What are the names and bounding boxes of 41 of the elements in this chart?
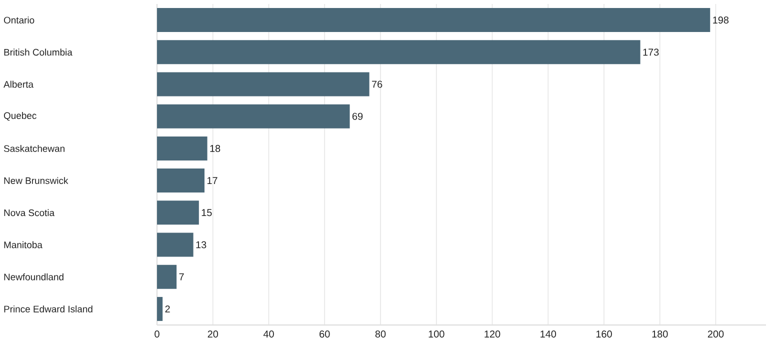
x-tick-label: 160 — [596, 330, 612, 338]
y-tick-label: Ontario — [4, 16, 34, 24]
data-label: 17 — [207, 177, 218, 184]
bar — [157, 8, 710, 32]
x-tick-label: 200 — [708, 330, 724, 338]
y-tick-label: British Columbia — [4, 48, 72, 56]
y-tick-label: Prince Edward Island — [4, 305, 92, 312]
x-tick-label: 80 — [375, 330, 386, 338]
y-tick-label: Quebec — [4, 112, 36, 121]
bar — [157, 200, 199, 225]
y-tick-label: New Brunswick — [4, 177, 68, 184]
x-tick-label: 120 — [484, 330, 500, 338]
x-tick-label: 140 — [540, 330, 556, 338]
bar — [157, 136, 208, 160]
x-tick-label: 60 — [320, 330, 330, 338]
y-tick-label: Saskatchewan — [4, 144, 64, 152]
bar — [157, 72, 370, 96]
bar — [157, 40, 640, 64]
x-tick-label: 100 — [428, 330, 444, 338]
data-label: 18 — [210, 144, 220, 152]
y-tick-label: Manitoba — [4, 241, 42, 248]
x-tick-label: 0 — [154, 330, 160, 338]
bar — [157, 104, 350, 128]
y-tick-label: Newfoundland — [4, 273, 64, 280]
data-label: 13 — [196, 241, 206, 248]
data-label: 198 — [713, 16, 729, 24]
bar — [157, 296, 163, 321]
y-tick-label: Nova Scotia — [4, 209, 55, 216]
bar — [157, 232, 194, 257]
data-label: 2 — [165, 305, 170, 312]
y-tick-label: Alberta — [4, 80, 34, 88]
data-label: 76 — [372, 80, 382, 88]
data-label: 69 — [352, 112, 363, 120]
data-label: 173 — [643, 48, 659, 56]
bar — [157, 264, 177, 289]
x-tick-label: 180 — [652, 330, 668, 338]
x-tick-label: 40 — [263, 330, 274, 338]
x-tick-label: 20 — [208, 330, 218, 338]
bar — [157, 168, 204, 193]
data-label: 15 — [202, 209, 212, 216]
data-label: 7 — [179, 273, 184, 280]
